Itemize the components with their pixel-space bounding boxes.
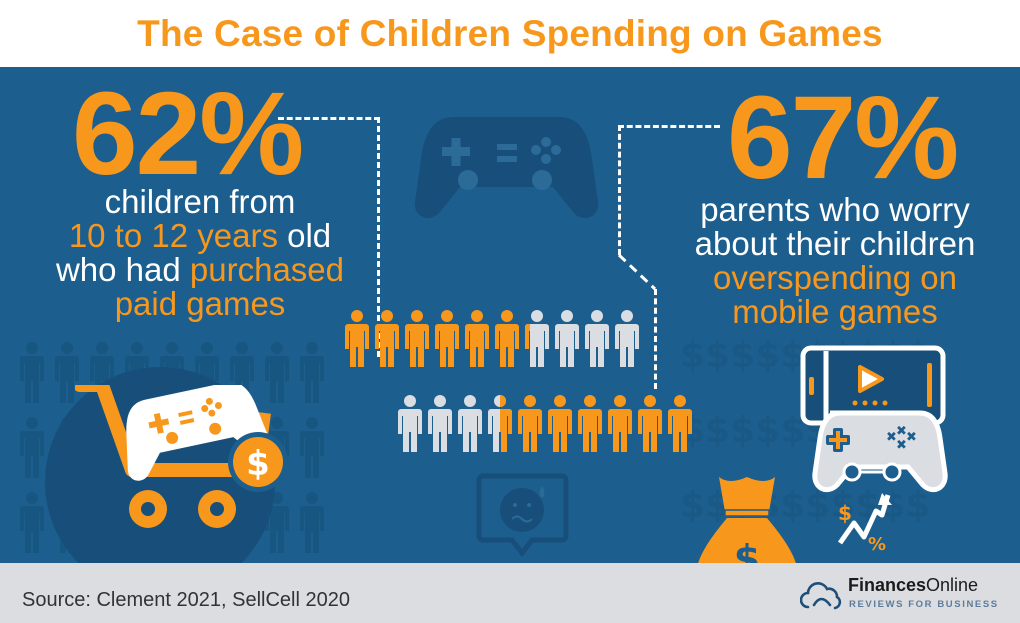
mobile-game-chart-icon: ✖ ✖ ✖✖ $ %: [800, 345, 948, 555]
svg-text:✖: ✖: [896, 424, 907, 439]
right-desc-line1: parents who worry: [700, 191, 970, 228]
left-connector-vertical: [377, 117, 380, 357]
svg-text:$: $: [246, 444, 270, 484]
pictogram-row-children: [345, 310, 639, 367]
svg-text:✖: ✖: [896, 438, 907, 453]
footer: Source: Clement 2021, SellCell 2020 Fina…: [0, 563, 1020, 623]
game-controller-icon: [414, 117, 599, 219]
right-desc-line2: about their children: [694, 225, 976, 262]
infographic-title: The Case of Children Spending on Games: [137, 12, 883, 54]
svg-text:$: $: [734, 537, 760, 563]
financesonline-logo[interactable]: FinancesOnline REVIEWS FOR BUSINESS: [800, 575, 1010, 615]
right-connector-vertical: [618, 125, 621, 255]
svg-text:$: $: [838, 501, 852, 525]
right-connector-vertical-lower: [654, 289, 657, 389]
left-description: children from 10 to 12 years old who had…: [20, 185, 380, 321]
left-desc-line3: who had purchased: [55, 251, 345, 288]
brand-tagline: REVIEWS FOR BUSINESS: [849, 599, 999, 610]
pictogram-row-parents: [398, 395, 692, 452]
shopping-cart-controller-icon: $: [75, 385, 288, 528]
money-bag-icon: $: [698, 477, 796, 563]
right-description: parents who worry about their children o…: [655, 193, 1015, 329]
left-connector-horizontal: [278, 117, 380, 120]
svg-text:%: %: [868, 534, 886, 555]
left-desc-line2: 10 to 12 years old: [68, 217, 332, 254]
right-desc-line4: mobile games: [732, 293, 938, 330]
svg-text:✖: ✖: [906, 430, 917, 445]
cloud-icon: [800, 582, 842, 610]
worried-face-bubble-icon: [476, 473, 569, 557]
right-percentage: 67%: [727, 72, 959, 204]
svg-text:✖: ✖: [886, 430, 897, 445]
infographic-panel: $$$$$$$$$$ $$$$$$$$$$ $$$$$$$$$$ 62% chi…: [0, 67, 1020, 563]
right-connector-horizontal: [618, 125, 720, 128]
right-desc-line3: overspending on: [712, 259, 958, 296]
left-percentage: 62%: [72, 68, 304, 200]
right-connector-diagonal: [617, 253, 657, 291]
left-desc-line4: paid games: [114, 285, 286, 322]
source-citation: Source: Clement 2021, SellCell 2020: [22, 589, 350, 611]
left-desc-line1: children from: [104, 183, 296, 220]
brand-name: FinancesOnline: [848, 575, 979, 595]
